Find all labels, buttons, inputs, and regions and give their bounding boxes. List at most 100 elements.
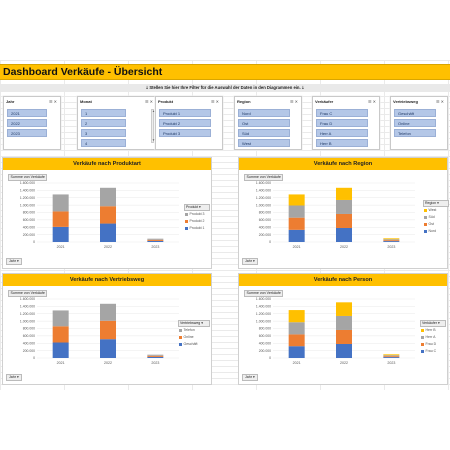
value-field-button[interactable]: Summe von Verkäufe [8,174,48,181]
y-tick-label: 800.000 [23,327,35,331]
chart-panel-vertriebsweg[interactable]: Verkäufe nach Vertriebsweg Summe von Ver… [2,273,212,385]
slicer-item[interactable]: West [238,139,290,147]
legend-field-button[interactable]: Verkäufer ▾ [420,320,446,327]
slicer-jahr[interactable]: Jahr ☰ ✕ 2021 2022 2023 [3,96,61,150]
legend-label: Ost [428,222,434,226]
y-tick-label: 400.000 [23,341,35,345]
dropdown-icon: ▾ [437,201,439,205]
x-tick-label: 2022 [104,361,112,365]
slicer-item[interactable]: Geschäft [394,109,436,117]
multiselect-clear-filter-icons[interactable]: ☰ ✕ [210,99,219,104]
slicer-title: Produkt [158,99,174,104]
slicer-item[interactable]: Telefon [394,129,436,137]
axis-field-button[interactable]: Jahr ▾ [242,258,258,265]
y-tick-label: 1.600.000 [256,297,271,301]
slicer-item[interactable]: Süd [238,129,290,137]
chart-panel-region[interactable]: Verkäufe nach Region Summe von Verkäufe … [238,157,449,269]
legend-label: Herr B [425,328,436,332]
value-field-button[interactable]: Summe von Verkäufe [244,174,284,181]
legend-swatch [424,208,427,212]
legend-field-button[interactable]: Vertriebsweg ▾ [178,320,210,327]
legend-item: Online [178,334,210,341]
slicer-item[interactable]: 2023 [7,129,47,137]
y-tick-label: 600.000 [259,218,271,222]
legend-label: Telefon [183,328,195,332]
slicer-item[interactable]: Herr B [316,139,368,147]
slicer-produkt[interactable]: Produkt ☰ ✕ Produkt 1 Produkt 2 Produkt … [155,96,223,150]
legend-label: Geschäft [183,342,198,346]
chart-legend: Region ▾ West Süd Ost Nord [423,200,449,235]
axis-field-button[interactable]: Jahr ▾ [6,258,22,265]
filter-hint: 🡓 Stellen Sie hier Ihre Filter für die A… [0,84,450,92]
page-title: Dashboard Verkäufe - Übersicht [3,66,163,78]
multiselect-clear-filter-icons[interactable]: ☰ ✕ [144,99,153,104]
slicer-monat[interactable]: Monat ☰ ✕ 1 2 3 4 ▲ ▼ [77,96,157,150]
scroll-down-icon[interactable]: ▼ [152,138,155,142]
legend-label: West [428,208,437,212]
slicer-item[interactable]: 2022 [7,119,47,127]
slicer-title: Monat [80,99,92,104]
slicer-item[interactable]: 1 [81,109,126,117]
slicer-item[interactable]: 2021 [7,109,47,117]
legend-swatch [185,219,188,223]
bar-segment [52,310,69,327]
slicer-item[interactable]: Frau C [316,109,368,117]
slicer-item[interactable]: 2 [81,119,126,127]
slicer-item[interactable]: Produkt 1 [159,109,211,117]
scroll-up-icon[interactable]: ▲ [152,109,155,113]
bar-segment [288,310,305,323]
y-tick-label: 0 [33,240,35,244]
y-tick-label: 1.200.000 [256,196,271,200]
slicer-item[interactable]: Nord [238,109,290,117]
arrow-down-icon: 🡓 [301,85,305,90]
chart-panel-person[interactable]: Verkäufe nach Person Summe von Verkäufe … [238,273,448,385]
bar-segment [336,199,352,214]
slicer-item[interactable]: 4 [81,139,126,147]
slicer-vertriebsweg[interactable]: Vertriebsweg ☰ ✕ Geschäft Online Telefon [390,96,448,150]
slicer-item[interactable]: 3 [81,129,126,137]
slicer-item[interactable]: Herr A [316,129,368,137]
bar-segment [288,205,305,218]
bar-segment [147,354,164,356]
bar-segment [100,206,116,224]
axis-field-button[interactable]: Jahr ▾ [6,374,22,381]
axis-field-button[interactable]: Jahr ▾ [242,374,258,381]
legend-item: Produkt 2 [184,218,210,225]
slicer-item[interactable]: Produkt 3 [159,129,211,137]
slicer-item[interactable]: Online [394,119,436,127]
y-tick-label: 1.000.000 [20,319,35,323]
bar-segment [336,227,352,242]
slicer-item[interactable]: Produkt 2 [159,119,211,127]
y-tick-label: 1.600.000 [20,297,35,301]
slicer-item[interactable]: Ost [238,119,290,127]
bar-segment [383,240,400,242]
value-field-button[interactable]: Summe von Verkäufe [8,290,48,297]
legend-field-button[interactable]: Region ▾ [423,200,449,207]
chart-panel-produktart[interactable]: Verkäufe nach Produktart Summe von Verkä… [2,157,212,269]
x-tick-label: 2023 [151,361,159,365]
multiselect-clear-filter-icons[interactable]: ☰ ✕ [289,99,298,104]
y-tick-label: 1.200.000 [20,196,35,200]
x-tick-label: 2023 [387,245,395,249]
slicer-item[interactable]: Frau D [316,119,368,127]
bar-segment [383,238,400,240]
chart-title: Verkäufe nach Vertriebsweg [3,274,211,286]
dropdown-icon: ▾ [199,205,201,209]
scrollbar[interactable]: ▲ ▼ [151,109,155,143]
value-field-button[interactable]: Summe von Verkäufe [244,290,284,297]
x-tick-label: 2021 [293,245,301,249]
legend-item: Frau C [420,348,446,355]
multiselect-clear-filter-icons[interactable]: ☰ ✕ [367,99,376,104]
slicer-region[interactable]: Region ☰ ✕ Nord Ost Süd West [234,96,302,150]
legend-field-button[interactable]: Produkt ▾ [184,204,210,211]
legend-item: Herr B [420,327,446,334]
multiselect-clear-filter-icons[interactable]: ☰ ✕ [48,99,57,104]
multiselect-clear-filter-icons[interactable]: ☰ ✕ [435,99,444,104]
slicer-verkaeufer[interactable]: Verkäufer ☰ ✕ Frau C Frau D Herr A Herr … [312,96,380,150]
legend-label: Herr A [425,335,436,339]
bar-segment [336,329,352,344]
x-tick-label: 2021 [293,361,301,365]
axis-field-label: Jahr [9,259,16,263]
legend-swatch [424,215,427,219]
y-tick-label: 600.000 [23,334,35,338]
